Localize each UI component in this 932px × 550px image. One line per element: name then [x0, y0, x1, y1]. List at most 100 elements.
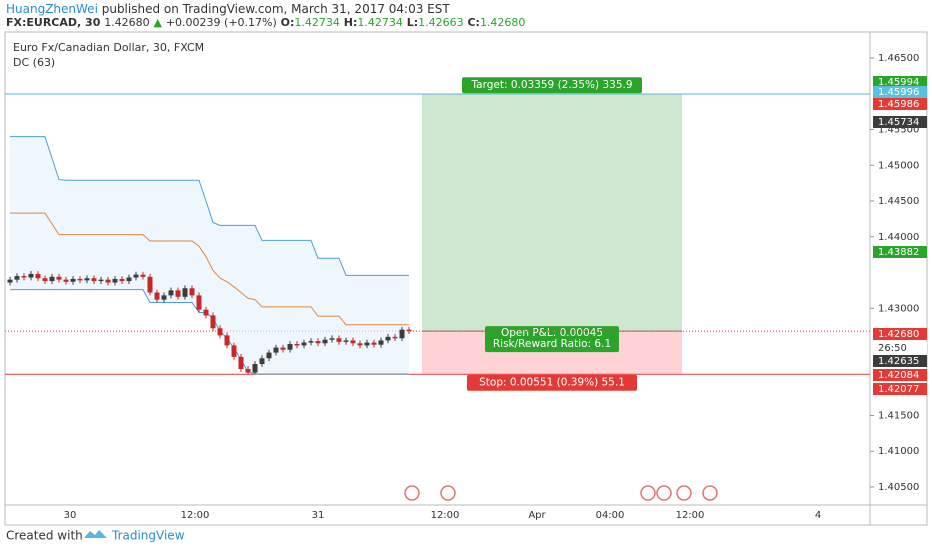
header-line-2: FX:EURCAD, 30 1.42680 ▲ +0.00239 (+0.17%…: [6, 16, 525, 29]
candle-body: [287, 343, 293, 350]
candle-body: [308, 341, 314, 343]
candle-body: [91, 278, 97, 282]
y-tick-label: 1.44000: [878, 232, 919, 243]
candle-body: [14, 276, 20, 280]
channel-fill: [10, 136, 409, 375]
price-tag-bg: [873, 342, 927, 354]
price-tag: 1.45996: [878, 87, 919, 98]
candle-body: [7, 279, 13, 283]
last: 1.42680: [104, 16, 150, 29]
candle-body: [21, 276, 27, 278]
price-tag-bg: [873, 383, 927, 395]
target-label: Target: 0.03359 (2.35%) 335.9: [470, 79, 632, 91]
x-tick-label: 12:00: [676, 510, 705, 521]
candle-body: [77, 278, 83, 281]
arrow: ▲: [154, 16, 163, 29]
y-tick-label: 1.43000: [878, 303, 919, 314]
price-tag-bg: [873, 328, 927, 340]
h: 1.42734: [357, 16, 403, 29]
x-tick-label: 31: [312, 510, 325, 521]
candle-body: [385, 336, 391, 341]
candle-body: [35, 273, 41, 279]
candle-body: [140, 274, 146, 277]
price-tag-bg: [873, 355, 927, 367]
candle-body: [49, 276, 55, 282]
candle-body: [364, 342, 370, 346]
candle-body: [126, 277, 132, 282]
published: published on TradingView.com, March 31, …: [98, 2, 450, 16]
l: 1.42663: [418, 16, 464, 29]
stop-label: Stop: 0.00551 (0.39%) 55.1: [479, 377, 625, 389]
price-tag-bg: [873, 98, 927, 110]
candle-body: [161, 295, 167, 300]
candle-body: [371, 342, 377, 345]
price-tag: 1.42077: [878, 384, 919, 395]
candle-body: [70, 278, 76, 282]
candle-body: [336, 338, 342, 342]
event-icon[interactable]: [656, 485, 672, 501]
price-tag: 1.42680: [878, 329, 919, 340]
candle-body: [196, 295, 202, 310]
c: 1.42680: [480, 16, 526, 29]
candle-body: [63, 279, 69, 282]
price-tag-bg: [873, 76, 927, 88]
footer-brand[interactable]: TradingView: [111, 529, 185, 543]
indicator: DC (63): [13, 56, 55, 69]
candle-body: [28, 273, 34, 278]
y-tick-label: 1.45000: [878, 160, 919, 171]
candle-body: [378, 340, 384, 345]
candle-body: [147, 276, 153, 293]
candle-body: [98, 279, 104, 282]
candle-body: [119, 278, 125, 282]
candle-body: [133, 274, 139, 278]
candle-body: [329, 338, 335, 340]
target-zone: [422, 94, 682, 332]
price-tag-bg: [873, 246, 927, 258]
price-tag: 1.42084: [878, 370, 919, 381]
x-tick-label: 30: [64, 510, 77, 521]
y-tick-label: 1.44500: [878, 196, 919, 207]
candle-body: [105, 279, 111, 283]
chart-frame: [4, 31, 928, 526]
candle-body: [252, 364, 258, 373]
price-tag-bg: [873, 369, 927, 381]
y-tick-label: 1.41000: [878, 446, 919, 457]
pnl-bg: [485, 326, 619, 353]
logo: [84, 530, 107, 538]
header-line-1: HuangZhenWei published on TradingView.co…: [6, 2, 450, 16]
candle-body: [315, 341, 321, 344]
candle-body: [294, 343, 300, 346]
channel-line: [10, 212, 409, 326]
candle-body: [343, 340, 349, 342]
event-icon[interactable]: [440, 485, 456, 501]
price-tag: 1.42635: [878, 356, 919, 367]
candle-body: [189, 288, 195, 296]
price-tag: 1.43882: [878, 247, 919, 258]
candle-body: [301, 342, 307, 346]
footer-created: Created with: [6, 529, 83, 543]
y-tick-label: 1.45500: [878, 125, 919, 136]
candle-body: [350, 340, 356, 344]
y-tick-label: 1.41500: [878, 410, 919, 421]
h-label: H:: [344, 16, 358, 29]
event-icon[interactable]: [702, 485, 718, 501]
x-tick-label: Apr: [528, 510, 546, 521]
candle-body: [175, 290, 181, 297]
event-icon[interactable]: [676, 485, 692, 501]
candle-body: [322, 339, 328, 344]
candle-body: [112, 278, 118, 283]
event-icon[interactable]: [640, 485, 656, 501]
price-tag: 1.45734: [878, 117, 919, 128]
candle-body: [224, 335, 230, 346]
x-tick-label: 4: [815, 510, 821, 521]
event-icon[interactable]: [404, 485, 420, 501]
pnl-label: Open P&L: 0.00045: [501, 327, 603, 339]
candle-body: [84, 278, 90, 281]
candle-body: [42, 278, 48, 282]
price-tag: 1.45986: [878, 99, 919, 110]
candle-body: [280, 347, 286, 350]
candle-body: [259, 358, 265, 365]
price-tag: 1.45994: [878, 77, 919, 88]
author[interactable]: HuangZhenWei: [6, 2, 98, 16]
